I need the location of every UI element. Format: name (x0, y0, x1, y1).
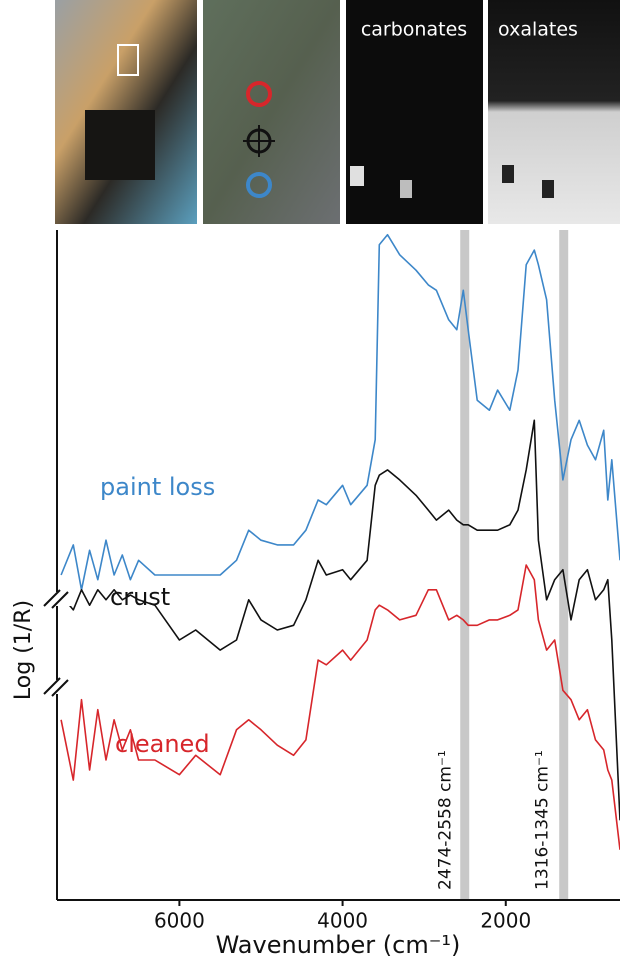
series-label: crust (110, 583, 170, 611)
series-label: paint loss (100, 473, 215, 501)
panel-label: oxalates (498, 19, 578, 41)
photo-detail (203, 0, 340, 224)
spectrum-line (61, 235, 620, 590)
y-axis-title: Log (1/R) (11, 600, 36, 700)
map-spot (502, 165, 514, 183)
map-spot (350, 166, 364, 186)
image-panels: carbonates oxalates (55, 0, 620, 224)
x-tick-label: 6000 (154, 909, 205, 933)
photo-dark-area (85, 110, 155, 180)
map-spot (542, 180, 554, 198)
x-axis-title: Wavenumber (cm⁻¹) (216, 931, 461, 959)
series-label: cleaned (115, 730, 210, 758)
figure: carbonates oxalates 2474-2558 cm⁻¹ 1316-1… (0, 0, 620, 966)
map-spot (400, 180, 412, 198)
x-tick-label: 2000 (480, 909, 531, 933)
plot: 2474-2558 cm⁻¹ 1316-1345 cm⁻¹ 6000 4000 2000… (61, 230, 620, 933)
highlight-band (559, 230, 568, 900)
panel-label: carbonates (361, 19, 467, 41)
page: {"chart_data": { "type": "line", "panels… (0, 0, 620, 966)
band-label: 2474-2558 cm⁻¹ (436, 750, 456, 890)
band-label: 1316-1345 cm⁻¹ (532, 750, 552, 890)
x-tick-label: 4000 (317, 909, 368, 933)
